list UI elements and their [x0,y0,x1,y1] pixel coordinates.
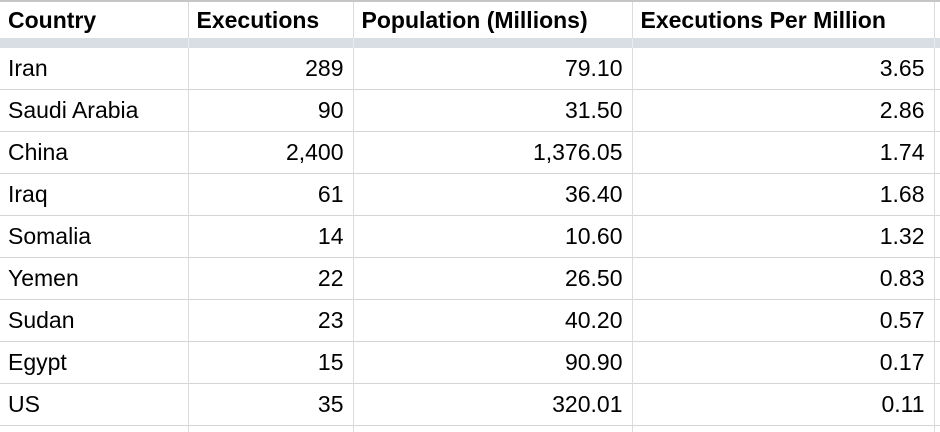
cell-executions[interactable]: 22 [188,257,354,300]
cell-country[interactable]: Iran [0,48,189,90]
cell-executions[interactable]: 35 [188,383,354,426]
column-header-executions-per-million[interactable]: Executions Per Million [632,2,935,38]
cell-population[interactable]: 36.40 [353,173,633,216]
cell-executions[interactable]: 15 [188,341,354,384]
cell-population[interactable]: 1,376.05 [353,131,633,174]
cell-country[interactable]: US [0,383,189,426]
header-row: Country Executions Population (Millions)… [0,2,940,38]
table-row: Saudi Arabia 90 31.50 2.86 [0,89,940,132]
cell-overflow [934,173,940,216]
column-header-executions[interactable]: Executions [188,2,354,38]
cell-executions-per-million[interactable]: 0.17 [632,341,935,384]
cell-population[interactable]: 10.60 [353,215,633,258]
table-row: Yemen 22 26.50 0.83 [0,257,940,300]
table-row: Egypt 15 90.90 0.17 [0,341,940,384]
cell-overflow [934,215,940,258]
cell-population[interactable]: 26.50 [353,257,633,300]
cell-executions-per-million[interactable]: 1.68 [632,173,935,216]
table-row: China 2,400 1,376.05 1.74 [0,131,940,174]
cell-executions[interactable]: 289 [188,48,354,90]
cell-population[interactable]: 40.20 [353,299,633,342]
cell-country[interactable]: Egypt [0,341,189,384]
cell-overflow [934,341,940,384]
cell-population[interactable]: 31.50 [353,89,633,132]
cell-overflow [934,257,940,300]
cell-executions-per-million[interactable]: 2.86 [632,89,935,132]
column-header-overflow [934,2,940,38]
table-row: Somalia 14 10.60 1.32 [0,215,940,258]
cell-country[interactable]: Sudan [0,299,189,342]
cell-executions-per-million[interactable]: 0.57 [632,299,935,342]
cell-executions-per-million[interactable]: 0.11 [632,383,935,426]
cell-executions-per-million[interactable]: 3.65 [632,48,935,90]
cell-executions[interactable]: 14 [188,215,354,258]
cell-overflow [934,48,940,90]
cell-population[interactable]: 90.90 [353,341,633,384]
frozen-row-divider [0,38,940,48]
table-row: Iraq 61 36.40 1.68 [0,173,940,216]
cell-overflow [934,299,940,342]
partial-row [0,425,940,432]
cell-country[interactable]: Saudi Arabia [0,89,189,132]
cell-executions[interactable]: 23 [188,299,354,342]
cell-country[interactable]: Iraq [0,173,189,216]
cell-executions[interactable]: 90 [188,89,354,132]
table-row: US 35 320.01 0.11 [0,383,940,426]
cell-executions-per-million[interactable]: 1.74 [632,131,935,174]
cell-population[interactable]: 320.01 [353,383,633,426]
table-row: Iran 289 79.10 3.65 [0,48,940,90]
cell-country[interactable]: Yemen [0,257,189,300]
column-header-population[interactable]: Population (Millions) [353,2,633,38]
cell-executions-per-million[interactable]: 0.83 [632,257,935,300]
cell-country[interactable]: Somalia [0,215,189,258]
cell-country[interactable]: China [0,131,189,174]
cell-overflow [934,131,940,174]
cell-executions-per-million[interactable]: 1.32 [632,215,935,258]
cell-overflow [934,89,940,132]
cell-executions[interactable]: 61 [188,173,354,216]
cell-executions[interactable]: 2,400 [188,131,354,174]
table-row: Sudan 23 40.20 0.57 [0,299,940,342]
cell-overflow [934,383,940,426]
cell-population[interactable]: 79.10 [353,48,633,90]
column-header-country[interactable]: Country [0,2,189,38]
